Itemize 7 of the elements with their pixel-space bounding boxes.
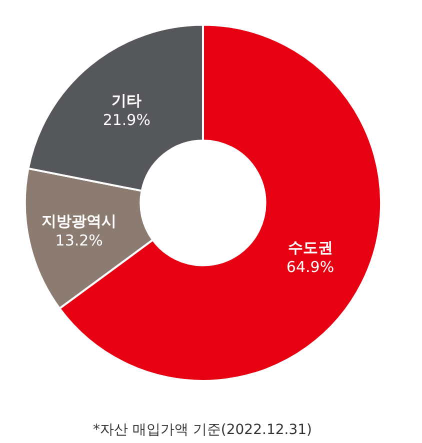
data-label: 13.2% [55, 231, 103, 250]
data-label: 21.9% [102, 110, 150, 129]
slice-label: 수도권 [288, 238, 333, 256]
slice-label: 지방광역시 [42, 212, 117, 230]
slice-label: 기타 [112, 91, 142, 110]
text: *자산 매입가액 기준(2022.12.31) [93, 422, 312, 438]
data-label: 64.9% [286, 258, 334, 276]
